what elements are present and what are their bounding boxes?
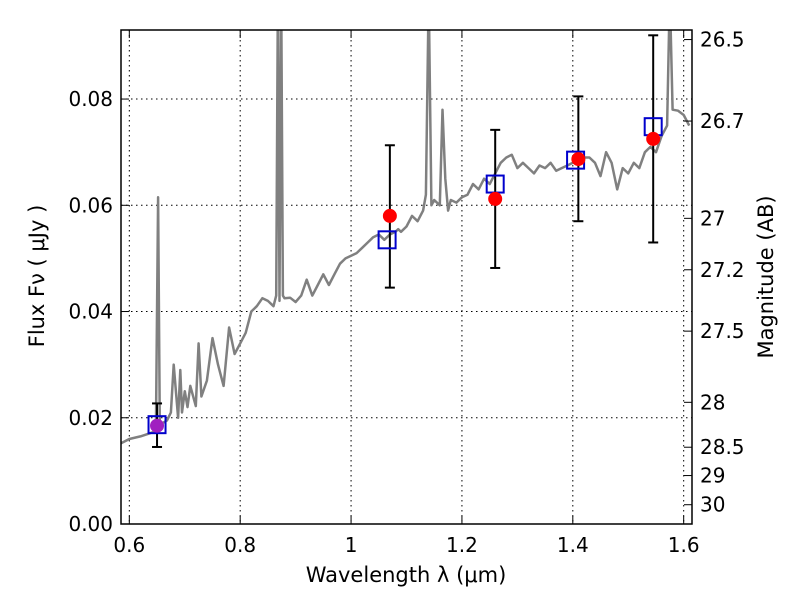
x-tick-label: 1 [345,533,358,557]
y-axis-label: Flux Fν ( μJy ) [25,205,49,348]
magnitude-axis-label: Magnitude (AB) [754,195,778,358]
error-bars [152,34,659,448]
observed-circle-marker [488,191,503,206]
plot-frame [120,29,693,525]
mag-tick-label: 27 [700,206,725,230]
x-tick-label: 0.6 [113,533,145,557]
model-spectrum [121,30,691,445]
grid-lines [121,30,692,525]
observed-circle-marker [571,152,586,167]
x-tick-label: 1.4 [557,533,589,557]
x-tick-label: 1.6 [668,533,700,557]
observed-photometry-markers [150,131,661,433]
y-tick-label: 0.00 [68,512,113,536]
spectrum-line [121,30,691,445]
mag-tick-label: 27.5 [700,319,745,343]
mag-tick-label: 28 [700,390,725,414]
mag-tick-label: 27.2 [700,258,745,282]
x-axis-label: Wavelength λ (μm) [306,563,507,587]
axis-ticks: 0.6 0.8 1 1.2 1.4 1.6 0.00 0.02 0.04 0.06 0.08 26.5… [68,28,744,557]
mag-tick-label: 29 [700,464,725,488]
mag-tick-label: 28.5 [700,435,745,459]
observed-circle-marker [150,418,165,433]
observed-circle-marker [382,208,397,223]
mag-tick-label: 30 [700,493,725,517]
y-tick-label: 0.08 [68,87,113,111]
mag-tick-label: 26.7 [700,109,745,133]
mag-tick-label: 26.5 [700,28,745,52]
y-tick-label: 0.06 [68,193,113,217]
y-tick-label: 0.02 [68,406,113,430]
observed-circle-marker [646,131,661,146]
y-tick-label: 0.04 [68,300,113,324]
x-tick-label: 1.2 [446,533,478,557]
x-tick-label: 0.8 [224,533,256,557]
model-photometry-markers [147,117,663,435]
model-square-marker [377,230,397,250]
model-square-marker [147,415,167,435]
